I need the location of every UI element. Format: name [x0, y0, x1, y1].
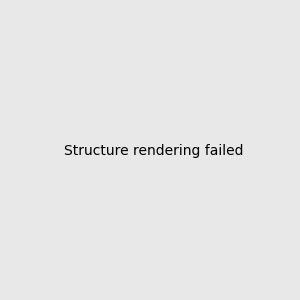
- Text: Structure rendering failed: Structure rendering failed: [64, 145, 244, 158]
